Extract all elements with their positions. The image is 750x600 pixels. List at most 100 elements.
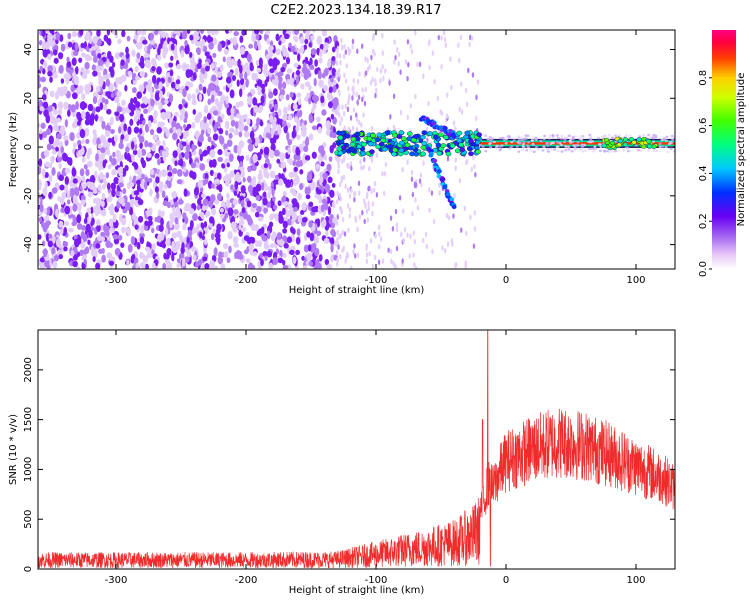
noise-speckle xyxy=(268,45,274,51)
noise-speckle xyxy=(286,236,293,244)
noise-speckle xyxy=(76,202,82,212)
noise-speckle xyxy=(195,47,201,54)
noise-speckle xyxy=(465,159,468,166)
noise-speckle xyxy=(375,192,379,198)
noise-speckle xyxy=(341,229,344,236)
noise-speckle xyxy=(203,221,208,228)
noise-speckle xyxy=(79,249,84,257)
noise-speckle xyxy=(367,205,370,212)
noise-speckle xyxy=(198,83,203,91)
noise-speckle xyxy=(126,181,131,190)
noise-speckle xyxy=(337,168,340,175)
noise-speckle xyxy=(342,110,346,117)
signal-halo xyxy=(588,133,592,137)
noise-speckle xyxy=(316,218,321,228)
noise-speckle xyxy=(39,129,43,135)
noise-speckle xyxy=(144,255,149,263)
noise-speckle xyxy=(55,31,61,41)
noise-speckle xyxy=(263,130,267,140)
signal-halo xyxy=(498,145,502,148)
signal-halo xyxy=(647,133,651,137)
noise-speckle xyxy=(409,103,413,109)
signal-blob xyxy=(456,138,463,144)
noise-speckle xyxy=(97,59,104,67)
noise-speckle xyxy=(179,158,184,167)
noise-speckle xyxy=(147,219,153,226)
noise-speckle xyxy=(292,160,296,167)
noise-speckle xyxy=(342,53,346,60)
noise-speckle xyxy=(252,176,257,184)
noise-speckle xyxy=(192,108,197,115)
noise-speckle xyxy=(306,231,311,238)
noise-speckle xyxy=(131,153,135,163)
noise-speckle xyxy=(346,187,350,193)
noise-speckle xyxy=(83,218,88,224)
noise-speckle xyxy=(144,45,148,52)
noise-speckle xyxy=(105,91,110,97)
noise-speckle xyxy=(341,44,344,51)
noise-speckle xyxy=(116,106,123,113)
noise-speckle xyxy=(53,255,60,262)
noise-speckle xyxy=(331,46,336,53)
noise-speckle xyxy=(166,237,171,247)
noise-speckle xyxy=(344,78,348,84)
noise-speckle xyxy=(205,211,209,218)
noise-speckle xyxy=(280,154,285,162)
noise-speckle xyxy=(232,198,238,206)
noise-speckle xyxy=(458,57,461,64)
signal-blob xyxy=(367,141,374,147)
noise-speckle xyxy=(292,35,299,41)
noise-speckle xyxy=(217,156,224,162)
signal-halo xyxy=(564,145,568,148)
noise-speckle xyxy=(176,168,183,177)
signal-halo xyxy=(489,139,493,142)
noise-speckle xyxy=(259,148,264,155)
noise-speckle xyxy=(48,174,53,183)
noise-speckle xyxy=(290,232,295,241)
signal-halo xyxy=(546,144,550,147)
noise-speckle xyxy=(338,234,341,240)
signal-halo xyxy=(636,148,640,152)
noise-speckle xyxy=(156,127,163,134)
noise-speckle xyxy=(472,243,476,249)
noise-speckle xyxy=(139,127,143,135)
noise-speckle xyxy=(156,66,162,75)
signal-blob xyxy=(651,144,657,149)
noise-speckle xyxy=(189,51,193,58)
noise-speckle xyxy=(112,234,119,240)
noise-speckle xyxy=(153,30,159,36)
noise-speckle xyxy=(239,78,245,86)
noise-speckle xyxy=(210,30,216,36)
noise-speckle xyxy=(330,237,335,246)
noise-speckle xyxy=(42,93,47,101)
noise-speckle xyxy=(160,217,164,227)
noise-speckle xyxy=(43,150,50,158)
noise-speckle xyxy=(60,196,65,206)
noise-speckle xyxy=(155,176,160,184)
signal-halo xyxy=(588,137,592,141)
noise-speckle xyxy=(92,205,99,214)
noise-speckle xyxy=(203,116,208,124)
noise-speckle xyxy=(106,37,112,45)
noise-speckle xyxy=(446,241,450,247)
noise-speckle xyxy=(473,226,477,232)
noise-speckle xyxy=(340,37,343,44)
noise-speckle xyxy=(256,67,262,73)
noise-speckle xyxy=(70,187,75,196)
noise-speckle xyxy=(38,99,43,108)
noise-speckle xyxy=(150,91,154,100)
signal-blob xyxy=(413,133,419,139)
noise-speckle xyxy=(75,101,79,110)
noise-speckle xyxy=(351,38,355,45)
noise-speckle xyxy=(174,224,179,230)
noise-speckle xyxy=(164,228,169,237)
noise-speckle xyxy=(348,207,352,213)
noise-speckle xyxy=(331,231,337,237)
noise-speckle xyxy=(78,57,83,63)
noise-speckle xyxy=(167,171,173,177)
noise-speckle xyxy=(62,241,69,247)
noise-speckle xyxy=(418,61,422,68)
noise-speckle xyxy=(161,126,168,133)
noise-speckle xyxy=(158,90,163,100)
